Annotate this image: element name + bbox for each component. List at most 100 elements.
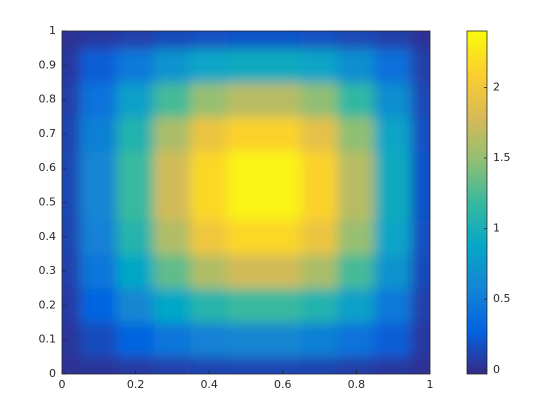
heatmap-cell (227, 116, 265, 152)
heatmap-cell (374, 150, 413, 186)
heatmap-cell (116, 116, 155, 152)
colorbar (466, 30, 488, 375)
heatmap-cell (153, 356, 192, 374)
heatmap-cell (116, 253, 155, 289)
heatmap-cell (62, 356, 81, 374)
heatmap-cell (190, 47, 229, 83)
colorbar-tick-label: 1.5 (493, 151, 511, 164)
heatmap-cell (227, 81, 265, 118)
heatmap-cell (227, 356, 265, 374)
heatmap-cell (190, 116, 229, 152)
heatmap-cell (300, 253, 339, 289)
heatmap-cell (337, 116, 376, 152)
heatmap-cell (337, 150, 376, 186)
heatmap-cell (190, 81, 229, 118)
heatmap-cell (337, 81, 376, 118)
heatmap-cell (62, 116, 81, 152)
x-tick-label: 0 (59, 378, 66, 391)
y-tick-label: 0.3 (39, 264, 57, 277)
heatmap-cell (411, 116, 430, 152)
heatmap-cell (300, 356, 339, 374)
heatmap-cell (263, 31, 302, 49)
heatmap-cell (62, 81, 81, 118)
heatmap-cell (153, 184, 192, 221)
heatmap-cell (263, 253, 302, 289)
heatmap-cell (79, 116, 118, 152)
y-tick-label: 0.7 (39, 127, 57, 140)
heatmap-cell (263, 150, 302, 186)
heatmap-cell (62, 150, 81, 186)
heatmap-cell (227, 150, 265, 186)
colorbar-tick-label: 0 (493, 363, 500, 376)
heatmap-cell (300, 31, 339, 49)
heatmap-cell (263, 356, 302, 374)
heatmap-cell (116, 219, 155, 255)
heatmap-cell (300, 150, 339, 186)
x-tick-label: 0.8 (348, 378, 366, 391)
heatmap-layer (62, 31, 430, 374)
colorbar-tick-label: 1 (493, 222, 500, 235)
y-tick-label: 0.2 (39, 298, 57, 311)
heatmap-cell (337, 322, 376, 358)
heatmap-cell (153, 81, 192, 118)
heatmap-cell (300, 81, 339, 118)
heatmap-cell (153, 287, 192, 324)
heatmap-cell (337, 356, 376, 374)
heatmap-cell (153, 322, 192, 358)
heatmap-cell (190, 253, 229, 289)
heatmap-cell (79, 356, 118, 374)
heatmap-cell (153, 31, 192, 49)
heatmap-cell (300, 184, 339, 221)
heatmap-cell (153, 116, 192, 152)
heatmap-cell (190, 184, 229, 221)
heatmap-cell (190, 31, 229, 49)
heatmap-cell (227, 184, 265, 221)
heatmap-cell (411, 47, 430, 83)
heatmap-cell (300, 322, 339, 358)
heatmap-cell (116, 47, 155, 83)
heatmap-cell (411, 184, 430, 221)
heatmap-cell (153, 150, 192, 186)
heatmap-cell (227, 219, 265, 255)
heatmap-cell (411, 287, 430, 324)
heatmap-cell (79, 81, 118, 118)
heatmap-cell (337, 219, 376, 255)
heatmap-cell (337, 184, 376, 221)
heatmap-cell (79, 150, 118, 186)
y-tick-label: 1 (49, 24, 56, 37)
heatmap-cell (116, 81, 155, 118)
heatmap-cell (374, 184, 413, 221)
x-tick-label: 0.2 (127, 378, 145, 391)
heatmap-cell (62, 253, 81, 289)
heatmap-cell (190, 150, 229, 186)
y-tick-label: 0 (49, 367, 56, 380)
heatmap-cell (116, 322, 155, 358)
heatmap-cell (263, 287, 302, 324)
heatmap-cell (79, 184, 118, 221)
heatmap-cell (337, 31, 376, 49)
heatmap-cell (62, 184, 81, 221)
heatmap-cell (116, 184, 155, 221)
heatmap-cell (153, 253, 192, 289)
heatmap-cell (62, 219, 81, 255)
y-tick-label: 0.8 (39, 93, 57, 106)
heatmap-cell (227, 47, 265, 83)
heatmap-cell (263, 322, 302, 358)
heatmap-cell (79, 31, 118, 49)
heatmap-cell (374, 31, 413, 49)
heatmap-cell (374, 322, 413, 358)
y-tick-label: 0.4 (39, 230, 57, 243)
colorbar-tick-label: 0.5 (493, 292, 511, 305)
heatmap-cell (411, 31, 430, 49)
heatmap-cell (411, 219, 430, 255)
heatmap-cell (79, 322, 118, 358)
heatmap-cell (190, 356, 229, 374)
heatmap-cell (227, 253, 265, 289)
heatmap-cell (374, 47, 413, 83)
y-tick-label: 0.1 (39, 333, 57, 346)
heatmap-cell (374, 81, 413, 118)
heatmap-cell (411, 356, 430, 374)
heatmap-cell (153, 47, 192, 83)
heatmap-cell (79, 47, 118, 83)
